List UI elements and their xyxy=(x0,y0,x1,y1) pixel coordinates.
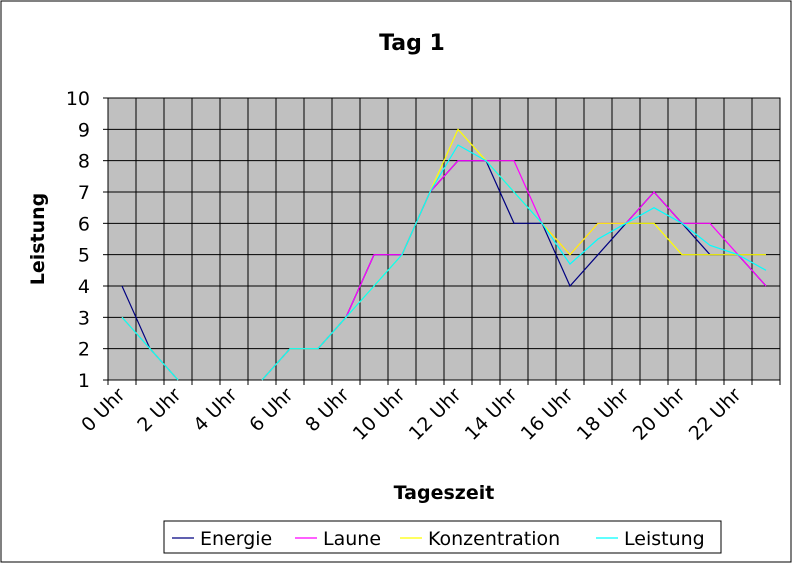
legend-box xyxy=(163,520,722,554)
series-lines xyxy=(121,128,767,381)
y-tick-label: 2 xyxy=(78,339,90,361)
legend-label-laune: Laune xyxy=(323,528,381,550)
y-axis-ticks: 1 2 3 4 5 6 7 8 9 10 xyxy=(66,88,108,392)
y-tick-label: 10 xyxy=(66,88,90,110)
y-axis-label: Leistung xyxy=(27,193,49,286)
chart-title: Tag 1 xyxy=(379,31,445,56)
y-tick-label: 9 xyxy=(78,119,90,141)
legend-label-energie: Energie xyxy=(200,528,272,550)
legend: Energie Laune Konzentration Leistung xyxy=(163,520,722,554)
y-tick-label: 1 xyxy=(78,370,90,392)
legend-label-leistung: Leistung xyxy=(624,528,705,550)
y-tick-label: 3 xyxy=(78,307,90,329)
legend-label-konzentration: Konzentration xyxy=(428,528,560,550)
y-tick-label: 6 xyxy=(78,213,90,235)
x-axis-label: Tageszeit xyxy=(394,482,495,504)
y-tick-label: 4 xyxy=(78,276,90,298)
series-line-leistung xyxy=(121,144,767,381)
gridlines xyxy=(107,97,781,381)
y-tick-label: 8 xyxy=(78,151,90,173)
y-tick-label: 5 xyxy=(78,245,90,267)
y-tick-label: 7 xyxy=(78,182,90,204)
